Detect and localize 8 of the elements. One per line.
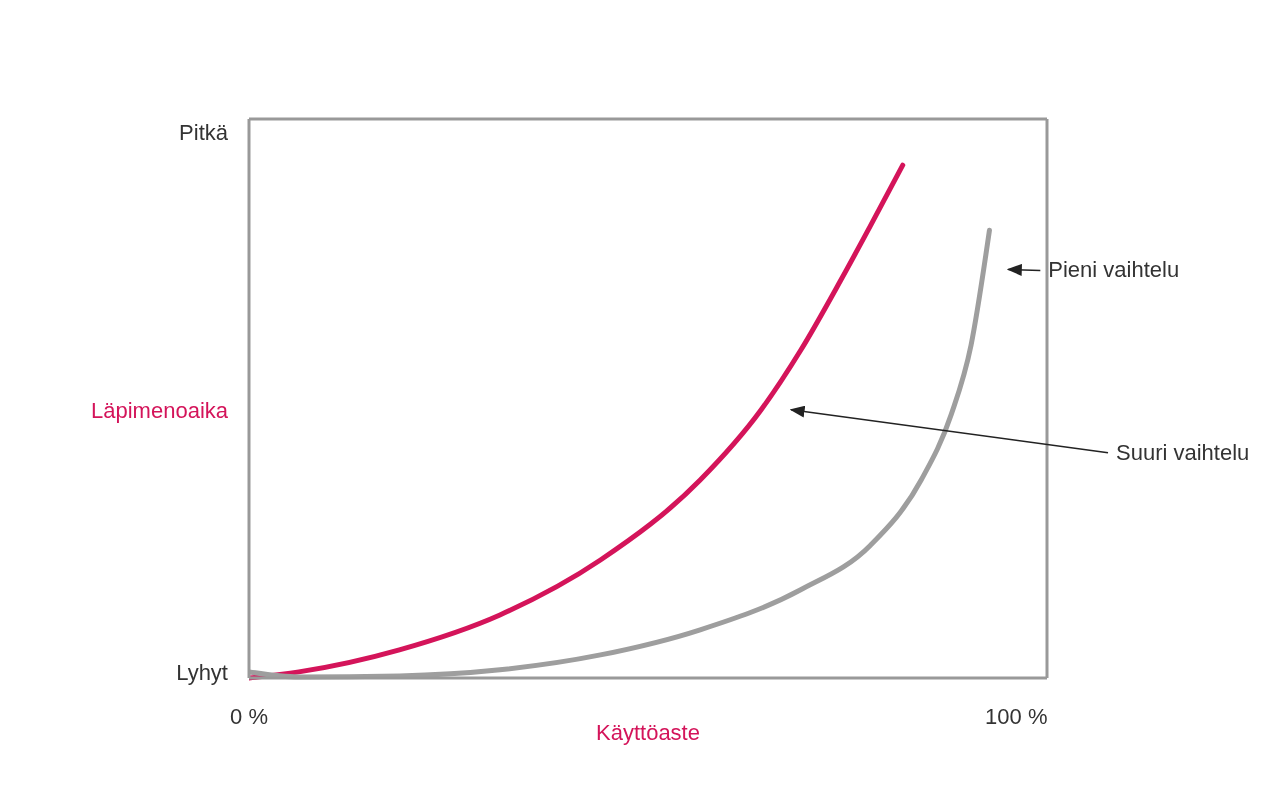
x-axis-title: Käyttöaste — [596, 720, 700, 745]
y-axis-title: Läpimenoaika — [91, 398, 229, 423]
text: Lyhyt — [176, 660, 228, 685]
x-tick-label: 0 % — [230, 703, 268, 729]
text: Suuri vaihtelu — [1116, 439, 1250, 465]
text: Pieni vaihtelu — [1048, 257, 1180, 283]
x-tick-label: 100 % — [985, 703, 1048, 729]
text: Pitkä — [179, 120, 229, 145]
